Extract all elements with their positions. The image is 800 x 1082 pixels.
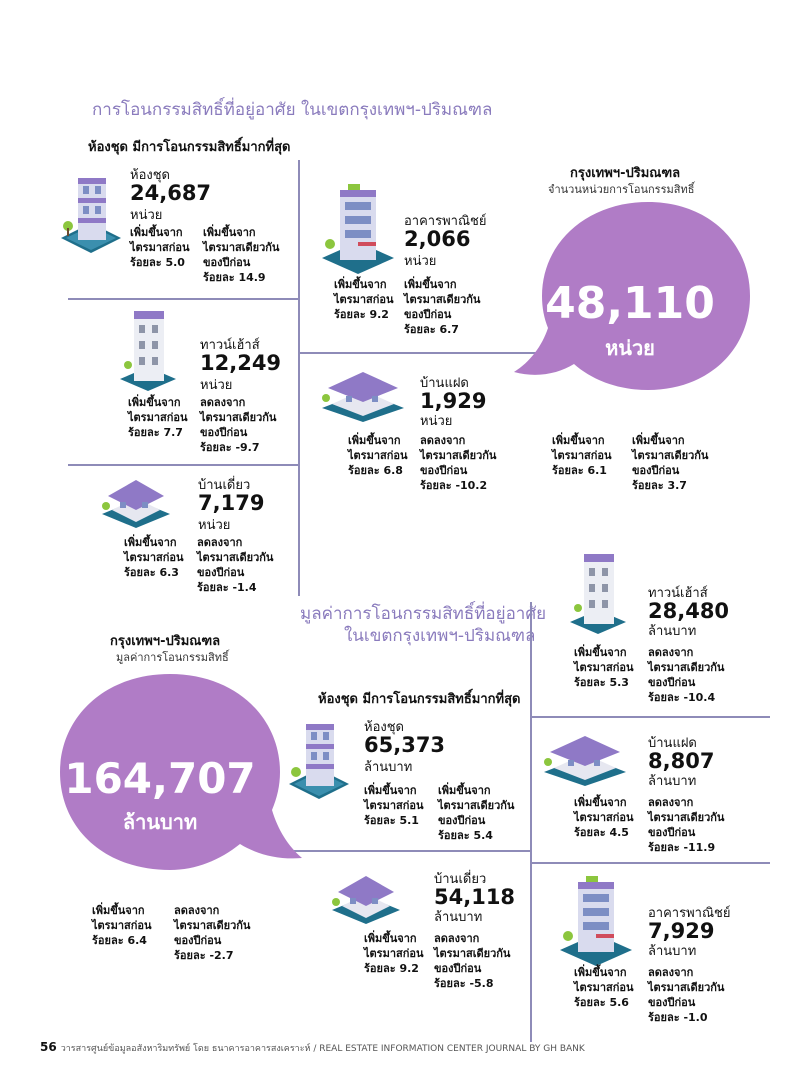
condo-units-value: 24,687 — [130, 181, 212, 205]
section1-total-desc: จำนวนหน่วยการโอนกรรมสิทธิ์ — [548, 183, 695, 196]
commercial-qoq-stat: เพิ่มขึ้นจาก ไตรมาสก่อน ร้อยละ 9.2 — [334, 278, 394, 321]
section2-total-desc: มูลค่าการโอนกรรมสิทธิ์ — [116, 651, 229, 664]
townhouse-value-unit: ล้านบาท — [648, 624, 697, 639]
condo-value-unit: ล้านบาท — [364, 760, 413, 775]
twin-units-value: 1,929 — [420, 389, 487, 413]
condo-value-label: ห้องชุด — [364, 720, 404, 735]
detached-house-icon — [102, 480, 170, 528]
detached-house-icon — [332, 876, 400, 924]
section2-total-qoq-stat: เพิ่มขึ้นจาก ไตรมาสก่อน ร้อยละ 6.4 — [92, 904, 152, 947]
condo-value-qoq-stat: เพิ่มขึ้นจาก ไตรมาสก่อน ร้อยละ 5.1 — [364, 784, 424, 827]
twin-yoy-stat: ลดลงจาก ไตรมาสเดียวกัน ของปีก่อน ร้อยละ -10… — [420, 434, 497, 492]
section1-title: การโอนกรรมสิทธิ์ที่อยู่อาศัย ในเขตกรุงเท… — [92, 100, 493, 120]
commercial-value-label: อาคารพาณิชย์ — [648, 906, 731, 921]
detached-value-yoy-stat: ลดลงจาก ไตรมาสเดียวกัน ของปีก่อน ร้อยละ -5.… — [434, 932, 511, 990]
twin-value-unit: ล้านบาท — [648, 774, 697, 789]
twin-label: บ้านแฝด — [420, 376, 469, 391]
commercial-label: อาคารพาณิชย์ — [404, 214, 487, 229]
condo-building-icon — [289, 724, 349, 799]
divider-horizontal — [530, 716, 770, 718]
condo-value-yoy-stat: เพิ่มขึ้นจาก ไตรมาสเดียวกัน ของปีก่อน ร้อยล… — [438, 784, 515, 842]
condo-label: ห้องชุด — [130, 168, 170, 183]
commercial-units-value: 2,066 — [404, 227, 471, 251]
commercial-building-icon — [322, 184, 394, 274]
divider-horizontal — [298, 352, 538, 354]
twin-value-yoy-stat: ลดลงจาก ไตรมาสเดียวกัน ของปีก่อน ร้อยละ -11… — [648, 796, 725, 854]
commercial-value-amount: 7,929 — [648, 919, 715, 943]
section2-subtitle: ห้องชุด มีการโอนกรรมสิทธิ์มากที่สุด — [318, 692, 521, 707]
commercial-yoy-stat: เพิ่มขึ้นจาก ไตรมาสเดียวกัน ของปีก่อน ร้อยล… — [404, 278, 481, 336]
section2-title-line1: มูลค่าการโอนกรรมสิทธิ์ที่อยู่อาศัย — [300, 604, 547, 624]
detached-label: บ้านเดี่ยว — [198, 478, 251, 493]
townhouse-building-icon — [570, 554, 626, 634]
divider-horizontal — [68, 464, 298, 466]
townhouse-value-yoy-stat: ลดลงจาก ไตรมาสเดียวกัน ของปีก่อน ร้อยละ -10… — [648, 646, 725, 704]
divider-horizontal — [290, 850, 530, 852]
detached-value-unit: ล้านบาท — [434, 910, 483, 925]
detached-value-amount: 54,118 — [434, 885, 516, 909]
commercial-value-qoq-stat: เพิ่มขึ้นจาก ไตรมาสก่อน ร้อยละ 5.6 — [574, 966, 634, 1009]
commercial-building-icon — [560, 876, 632, 966]
section1-subtitle: ห้องชุด มีการโอนกรรมสิทธิ์มากที่สุด — [88, 140, 291, 155]
section1-total-unit: หน่วย — [605, 336, 655, 360]
twin-house-icon — [544, 736, 626, 786]
section1-total-bubble — [514, 202, 750, 390]
townhouse-value-amount: 28,480 — [648, 599, 730, 623]
divider-vertical — [530, 602, 532, 1042]
twin-house-icon — [322, 372, 404, 422]
detached-units-value: 7,179 — [198, 491, 265, 515]
townhouse-value-qoq-stat: เพิ่มขึ้นจาก ไตรมาสก่อน ร้อยละ 5.3 — [574, 646, 634, 689]
townhouse-building-icon — [120, 311, 176, 391]
detached-yoy-stat: ลดลงจาก ไตรมาสเดียวกัน ของปีก่อน ร้อยละ -1.… — [197, 536, 274, 594]
section2-total-yoy-stat: ลดลงจาก ไตรมาสเดียวกัน ของปีก่อน ร้อยละ -2.… — [174, 904, 251, 962]
section2-total-bubble — [60, 674, 302, 870]
footer-text: วารสารศูนย์ข้อมูลอสังหาริมทรัพย์ โดย ธนา… — [60, 1044, 585, 1054]
detached-value-qoq-stat: เพิ่มขึ้นจาก ไตรมาสก่อน ร้อยละ 9.2 — [364, 932, 424, 975]
townhouse-qoq-stat: เพิ่มขึ้นจาก ไตรมาสก่อน ร้อยละ 7.7 — [128, 396, 188, 439]
section1-total-qoq-stat: เพิ่มขึ้นจาก ไตรมาสก่อน ร้อยละ 6.1 — [552, 434, 612, 477]
page-footer: 56 วารสารศูนย์ข้อมูลอสังหาริมทรัพย์ โดย ธ… — [40, 1040, 760, 1055]
section2-total-label: กรุงเทพฯ-ปริมณฑล — [110, 634, 221, 649]
section1-total-yoy-stat: เพิ่มขึ้นจาก ไตรมาสเดียวกัน ของปีก่อน ร้อยล… — [632, 434, 709, 492]
twin-value-label: บ้านแฝด — [648, 736, 697, 751]
condo-value-amount: 65,373 — [364, 733, 446, 757]
section1-total-value: 48,110 — [545, 278, 715, 329]
condo-yoy-stat: เพิ่มขึ้นจาก ไตรมาสเดียวกัน ของปีก่อน ร้อยล… — [203, 226, 280, 284]
divider-vertical — [298, 160, 300, 596]
twin-unit-label: หน่วย — [420, 414, 453, 429]
section2-title-line2: ในเขตกรุงเทพฯ-ปริมณฑล — [344, 626, 536, 646]
commercial-value-yoy-stat: ลดลงจาก ไตรมาสเดียวกัน ของปีก่อน ร้อยละ -1.… — [648, 966, 725, 1024]
condo-unit-label: หน่วย — [130, 208, 163, 223]
twin-qoq-stat: เพิ่มขึ้นจาก ไตรมาสก่อน ร้อยละ 6.8 — [348, 434, 408, 477]
commercial-unit-label: หน่วย — [404, 254, 437, 269]
detached-qoq-stat: เพิ่มขึ้นจาก ไตรมาสก่อน ร้อยละ 6.3 — [124, 536, 184, 579]
commercial-value-unit: ล้านบาท — [648, 944, 697, 959]
section2-total-unit: ล้านบาท — [122, 810, 198, 834]
page-number: 56 — [40, 1040, 57, 1054]
townhouse-unit-label: หน่วย — [200, 378, 233, 393]
townhouse-value-label: ทาวน์เฮ้าส์ — [648, 586, 708, 601]
divider-horizontal — [68, 298, 298, 300]
detached-value-label: บ้านเดี่ยว — [434, 872, 487, 887]
condo-building-icon — [61, 178, 121, 253]
townhouse-yoy-stat: ลดลงจาก ไตรมาสเดียวกัน ของปีก่อน ร้อยละ -9.… — [200, 396, 277, 454]
section2-total-value: 164,707 — [64, 754, 256, 803]
divider-horizontal — [530, 862, 770, 864]
twin-value-qoq-stat: เพิ่มขึ้นจาก ไตรมาสก่อน ร้อยละ 4.5 — [574, 796, 634, 839]
detached-unit-label: หน่วย — [198, 518, 231, 533]
section1-total-label: กรุงเทพฯ-ปริมณฑล — [570, 166, 681, 181]
twin-value-amount: 8,807 — [648, 749, 715, 773]
townhouse-units-value: 12,249 — [200, 351, 282, 375]
condo-qoq-stat: เพิ่มขึ้นจาก ไตรมาสก่อน ร้อยละ 5.0 — [130, 226, 190, 269]
townhouse-label: ทาวน์เฮ้าส์ — [200, 338, 260, 353]
